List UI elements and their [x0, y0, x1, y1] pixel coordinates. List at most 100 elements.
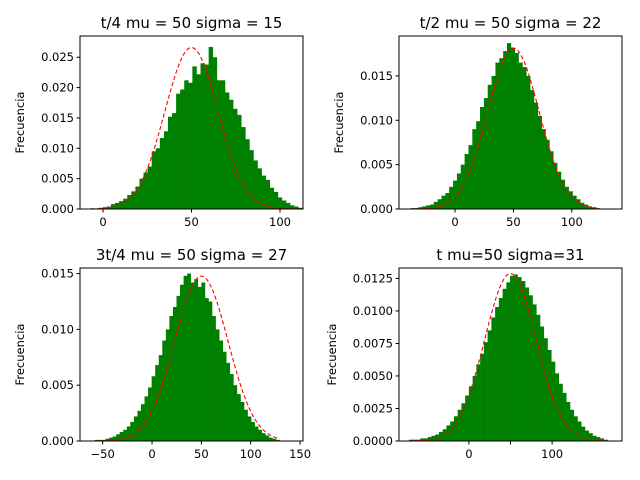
subplot-1: 0 50 100 0.000 0.005 0.010 0.015 0.020 0.025 t/4 … [13, 14, 304, 229]
histogram-bar [268, 437, 273, 441]
histogram-bar [581, 426, 586, 441]
histogram-bar [273, 192, 279, 209]
histogram-bar [457, 409, 462, 441]
histogram-bar [472, 129, 477, 209]
histogram-bar [510, 47, 515, 209]
histogram-bar [568, 191, 573, 209]
histogram-bar [487, 330, 492, 441]
histogram-bar [476, 364, 481, 441]
histogram-bar [412, 439, 417, 441]
histogram-bar [109, 437, 113, 441]
histogram-bar [165, 329, 170, 441]
histogram-bar [123, 198, 128, 209]
histogram-bar [483, 98, 489, 209]
histogram-bar [445, 193, 450, 209]
histogram-bar [159, 137, 165, 209]
histogram-bar [222, 351, 227, 441]
x-tick-label: 0 [451, 215, 458, 229]
histogram-bar [212, 57, 218, 209]
histogram-bar [167, 116, 173, 209]
histogram-bar [483, 342, 488, 441]
histogram-bar [572, 195, 577, 209]
histogram-bar [139, 178, 144, 209]
histogram-bar [599, 438, 604, 441]
histogram-bar [580, 202, 585, 209]
histogram-bar [461, 403, 466, 441]
histogram-bar [261, 433, 266, 441]
histogram-bar [536, 314, 541, 441]
histogram-bar [298, 207, 303, 209]
y-tick-label: 0.0075 [353, 336, 393, 350]
histogram-bar [290, 205, 295, 209]
histogram-bar [576, 199, 581, 209]
histogram-bar [418, 207, 423, 209]
histogram-bar [241, 127, 246, 209]
histogram-bar [135, 186, 140, 209]
histogram-bar [215, 329, 220, 441]
histogram-bar [254, 426, 259, 441]
histogram-bar [130, 422, 135, 441]
histogram-bar [265, 435, 270, 441]
histogram-bar [265, 179, 271, 209]
histogram-bar [562, 392, 567, 441]
histogram-bar [286, 202, 291, 209]
histogram-bar [294, 206, 299, 209]
histogram-bar [216, 80, 222, 209]
histogram-bar [224, 92, 230, 209]
histogram-bar [468, 145, 473, 209]
histogram-bar [272, 438, 277, 441]
histogram-bar [249, 150, 254, 209]
histogram-bar [526, 75, 531, 209]
histogram-bar [569, 409, 575, 441]
histogram-bar [522, 67, 527, 209]
histogram-bar [592, 435, 597, 441]
histogram-bar [220, 80, 226, 209]
histogram-bar [433, 201, 438, 209]
histogram-bar [449, 186, 454, 209]
histogram-bar [208, 301, 213, 441]
histogram-bar [558, 383, 563, 441]
y-tick-label: 0.0050 [353, 369, 393, 383]
histogram-bar [155, 148, 161, 209]
histogram-bar [453, 180, 458, 209]
histogram-bar [200, 63, 205, 209]
histogram-bar [422, 206, 427, 209]
histogram-bar [163, 131, 169, 209]
histogram-bar [528, 295, 533, 441]
histogram-bar [420, 438, 425, 441]
histogram-bar [176, 93, 181, 209]
subplot-2: 0 50 100 0.000 0.005 0.010 0.015 t/2 mu = 50 si… [332, 14, 623, 229]
histogram-bar [423, 438, 428, 441]
y-tick-label: 0.015 [360, 69, 393, 83]
histogram-bar [236, 394, 241, 441]
axes-frame [398, 35, 623, 210]
histogram-bar [133, 416, 138, 441]
histogram-bar [233, 385, 238, 441]
histogram-bar [465, 395, 470, 441]
histogram-bar [521, 281, 526, 441]
histogram-bar [269, 187, 275, 209]
histogram-bar [247, 416, 252, 441]
histogram-bar [245, 139, 250, 209]
y-tick-label: 0.005 [41, 172, 74, 186]
histogram-bar [116, 434, 120, 441]
chart-title: t/4 mu = 50 sigma = 15 [101, 14, 283, 32]
histogram-bar [251, 422, 255, 441]
histogram-bar [180, 284, 184, 441]
axes-frame [79, 267, 304, 442]
histogram-bar [495, 307, 500, 441]
histogram-bar [144, 396, 149, 441]
histogram-bar [525, 287, 530, 441]
histogram-bar [507, 43, 512, 209]
histogram-bar [573, 416, 578, 441]
histogram-bar [480, 353, 485, 441]
histogram-bar [498, 297, 503, 441]
histogram-bar [143, 172, 148, 209]
x-tick-label: −50 [91, 447, 115, 461]
histogram-bar [547, 349, 552, 441]
histogram-bar [188, 82, 193, 209]
histogram-bar [480, 106, 485, 209]
histogram-bar [196, 74, 201, 210]
histogram-bar [281, 200, 287, 209]
